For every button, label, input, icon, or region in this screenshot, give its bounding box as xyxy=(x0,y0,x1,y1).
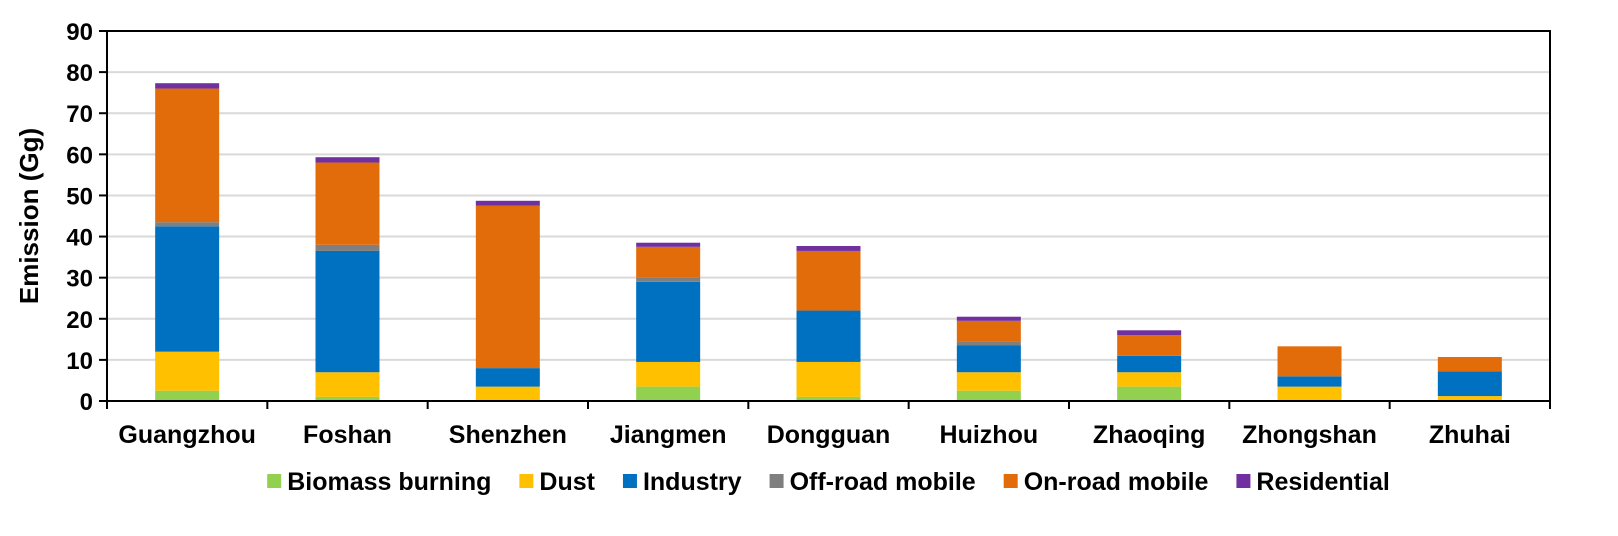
bar-segment xyxy=(315,162,380,245)
bar-segment xyxy=(315,244,380,251)
x-tick-label: Foshan xyxy=(303,421,392,449)
bar-segment xyxy=(956,390,1021,401)
x-tick-label: Jiangmen xyxy=(610,421,727,449)
y-tick-label: 0 xyxy=(80,389,93,416)
bar-segment xyxy=(796,361,861,397)
bar-segment xyxy=(636,246,701,278)
bar-segment xyxy=(796,250,861,311)
axes: 0 10 20 30 40 50 60 70 80 90 Guangzhou Foshan Shenzh… xyxy=(66,19,1551,449)
bar-segment xyxy=(956,345,1021,373)
legend-swatch xyxy=(1236,474,1251,488)
bar-segment xyxy=(956,341,1021,346)
legend-label: Off-road mobile xyxy=(790,468,976,496)
bar-segment xyxy=(636,361,701,387)
bar-segment xyxy=(636,277,701,282)
bar-segment xyxy=(475,368,540,387)
legend-swatch xyxy=(1003,474,1018,488)
legend-swatch xyxy=(267,474,282,488)
legend-label: Industry xyxy=(643,468,742,496)
legend-label: Biomass burning xyxy=(287,468,491,496)
y-tick-label: 90 xyxy=(66,19,93,46)
bar-segment xyxy=(956,316,1021,321)
x-tick-label: Huizhou xyxy=(940,421,1039,449)
legend-item: On-road mobile xyxy=(1003,468,1209,496)
x-tick-label: Zhongshan xyxy=(1242,421,1377,449)
y-tick-label: 50 xyxy=(66,183,93,210)
bar-segment xyxy=(636,281,701,362)
legend-label: Residential xyxy=(1256,468,1389,496)
bar-segment xyxy=(1117,330,1182,336)
x-tick-label: Shenzhen xyxy=(449,421,567,449)
bar-segment xyxy=(315,396,380,401)
bar-segment xyxy=(155,390,220,401)
legend: Biomass burning Dust Industry Off-road mobi… xyxy=(267,468,1390,496)
x-tick-label: Dongguan xyxy=(767,421,891,449)
y-tick-label: 30 xyxy=(66,266,93,293)
x-tick-label: Zhuhai xyxy=(1429,421,1511,449)
bar-segment xyxy=(155,222,220,227)
y-tick-label: 10 xyxy=(66,348,93,375)
bar-segment xyxy=(1277,386,1342,401)
bar-segment xyxy=(956,372,1021,391)
legend-item: Residential xyxy=(1236,468,1390,496)
y-tick-label: 40 xyxy=(66,225,93,252)
bar-segment xyxy=(155,88,220,223)
legend-label: Dust xyxy=(539,468,595,496)
plot-frame xyxy=(106,30,1551,402)
bar-segment xyxy=(315,372,380,397)
bar-segment xyxy=(155,351,220,391)
legend-swatch xyxy=(519,474,534,488)
bar-segment xyxy=(796,310,861,362)
legend-label: On-road mobile xyxy=(1024,468,1209,496)
bar-segment xyxy=(155,83,220,89)
bar-segment xyxy=(1437,357,1502,372)
bar-segment xyxy=(1437,396,1502,401)
y-tick-label: 70 xyxy=(66,101,93,128)
legend-item: Biomass burning xyxy=(267,468,491,496)
y-axis-title: Emission (Gg) xyxy=(14,128,44,304)
bar-segment xyxy=(155,226,220,352)
legend-swatch xyxy=(769,474,784,488)
bar-segment xyxy=(475,386,540,401)
legend-item: Industry xyxy=(622,468,742,496)
bar-segment xyxy=(475,205,540,369)
legend-item: Dust xyxy=(519,468,596,496)
bar-segment xyxy=(1117,355,1182,373)
y-tick-label: 80 xyxy=(66,60,93,87)
y-tick-label: 20 xyxy=(66,307,93,334)
x-tick-label: Guangzhou xyxy=(118,421,255,449)
bar-segment xyxy=(636,242,701,247)
y-tick-label: 60 xyxy=(66,142,93,169)
bar-segment xyxy=(1437,371,1502,397)
bar-segment xyxy=(1277,376,1342,387)
bar-segment xyxy=(1117,372,1182,387)
bar-segment xyxy=(796,396,861,401)
bar-segment xyxy=(315,250,380,373)
bar-segment xyxy=(1117,386,1182,401)
bars xyxy=(155,83,1502,401)
bar-segment xyxy=(475,200,540,206)
bar-segment xyxy=(636,386,701,401)
bar-segment xyxy=(956,320,1021,342)
bar-segment xyxy=(1277,346,1342,377)
bar-segment xyxy=(796,246,861,251)
legend-item: Off-road mobile xyxy=(769,468,976,496)
bar-segment xyxy=(1117,335,1182,356)
legend-swatch xyxy=(622,474,637,488)
bar-segment xyxy=(315,157,380,163)
x-tick-label: Zhaoqing xyxy=(1093,421,1205,449)
